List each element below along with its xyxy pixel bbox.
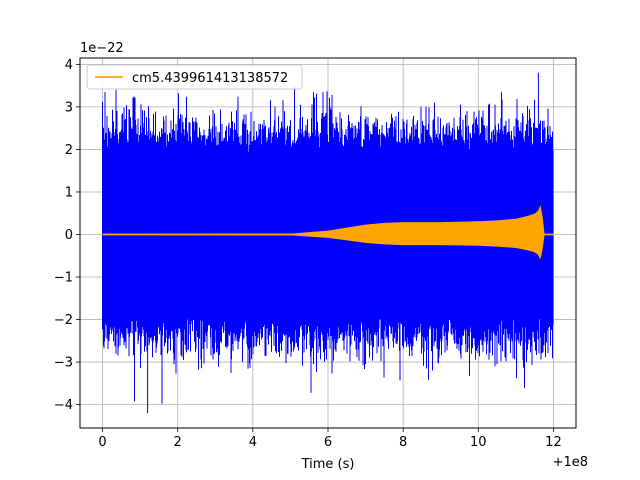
y-tick-label: −2 [54, 313, 73, 328]
y-tick-label: 4 [65, 58, 73, 73]
x-tick-label: 8 [399, 435, 407, 450]
y-tick-label: −4 [54, 398, 73, 413]
x-tick-label: 0 [98, 435, 106, 450]
legend-box [86, 64, 303, 90]
y-tick-label: 0 [65, 228, 73, 243]
y-tick-label: −1 [54, 271, 73, 286]
x-tick-label: 6 [324, 435, 332, 450]
legend: cm5.439961413138572 [86, 64, 303, 90]
y-tick-label: 1 [65, 185, 73, 200]
x-tick-label: 2 [174, 435, 182, 450]
x-axis: 0 2 4 6 8 10 12 [98, 428, 562, 450]
y-tick-label: −3 [54, 356, 73, 371]
y-axis: −4 −3 −2 −1 0 1 2 3 4 [54, 58, 80, 413]
chirp-envelope [102, 205, 554, 260]
x-tick-label: 12 [545, 435, 562, 450]
y-scale-label: 1e−22 [80, 41, 124, 56]
series-chirp [102, 205, 554, 260]
y-tick-label: 3 [65, 100, 73, 115]
x-offset-label: +1e8 [553, 455, 588, 470]
x-axis-label: Time (s) [301, 457, 355, 472]
x-tick-label: 10 [470, 435, 487, 450]
legend-label-chirp: cm5.439961413138572 [132, 71, 288, 86]
x-tick-label: 4 [249, 435, 257, 450]
y-tick-label: 2 [65, 143, 73, 158]
